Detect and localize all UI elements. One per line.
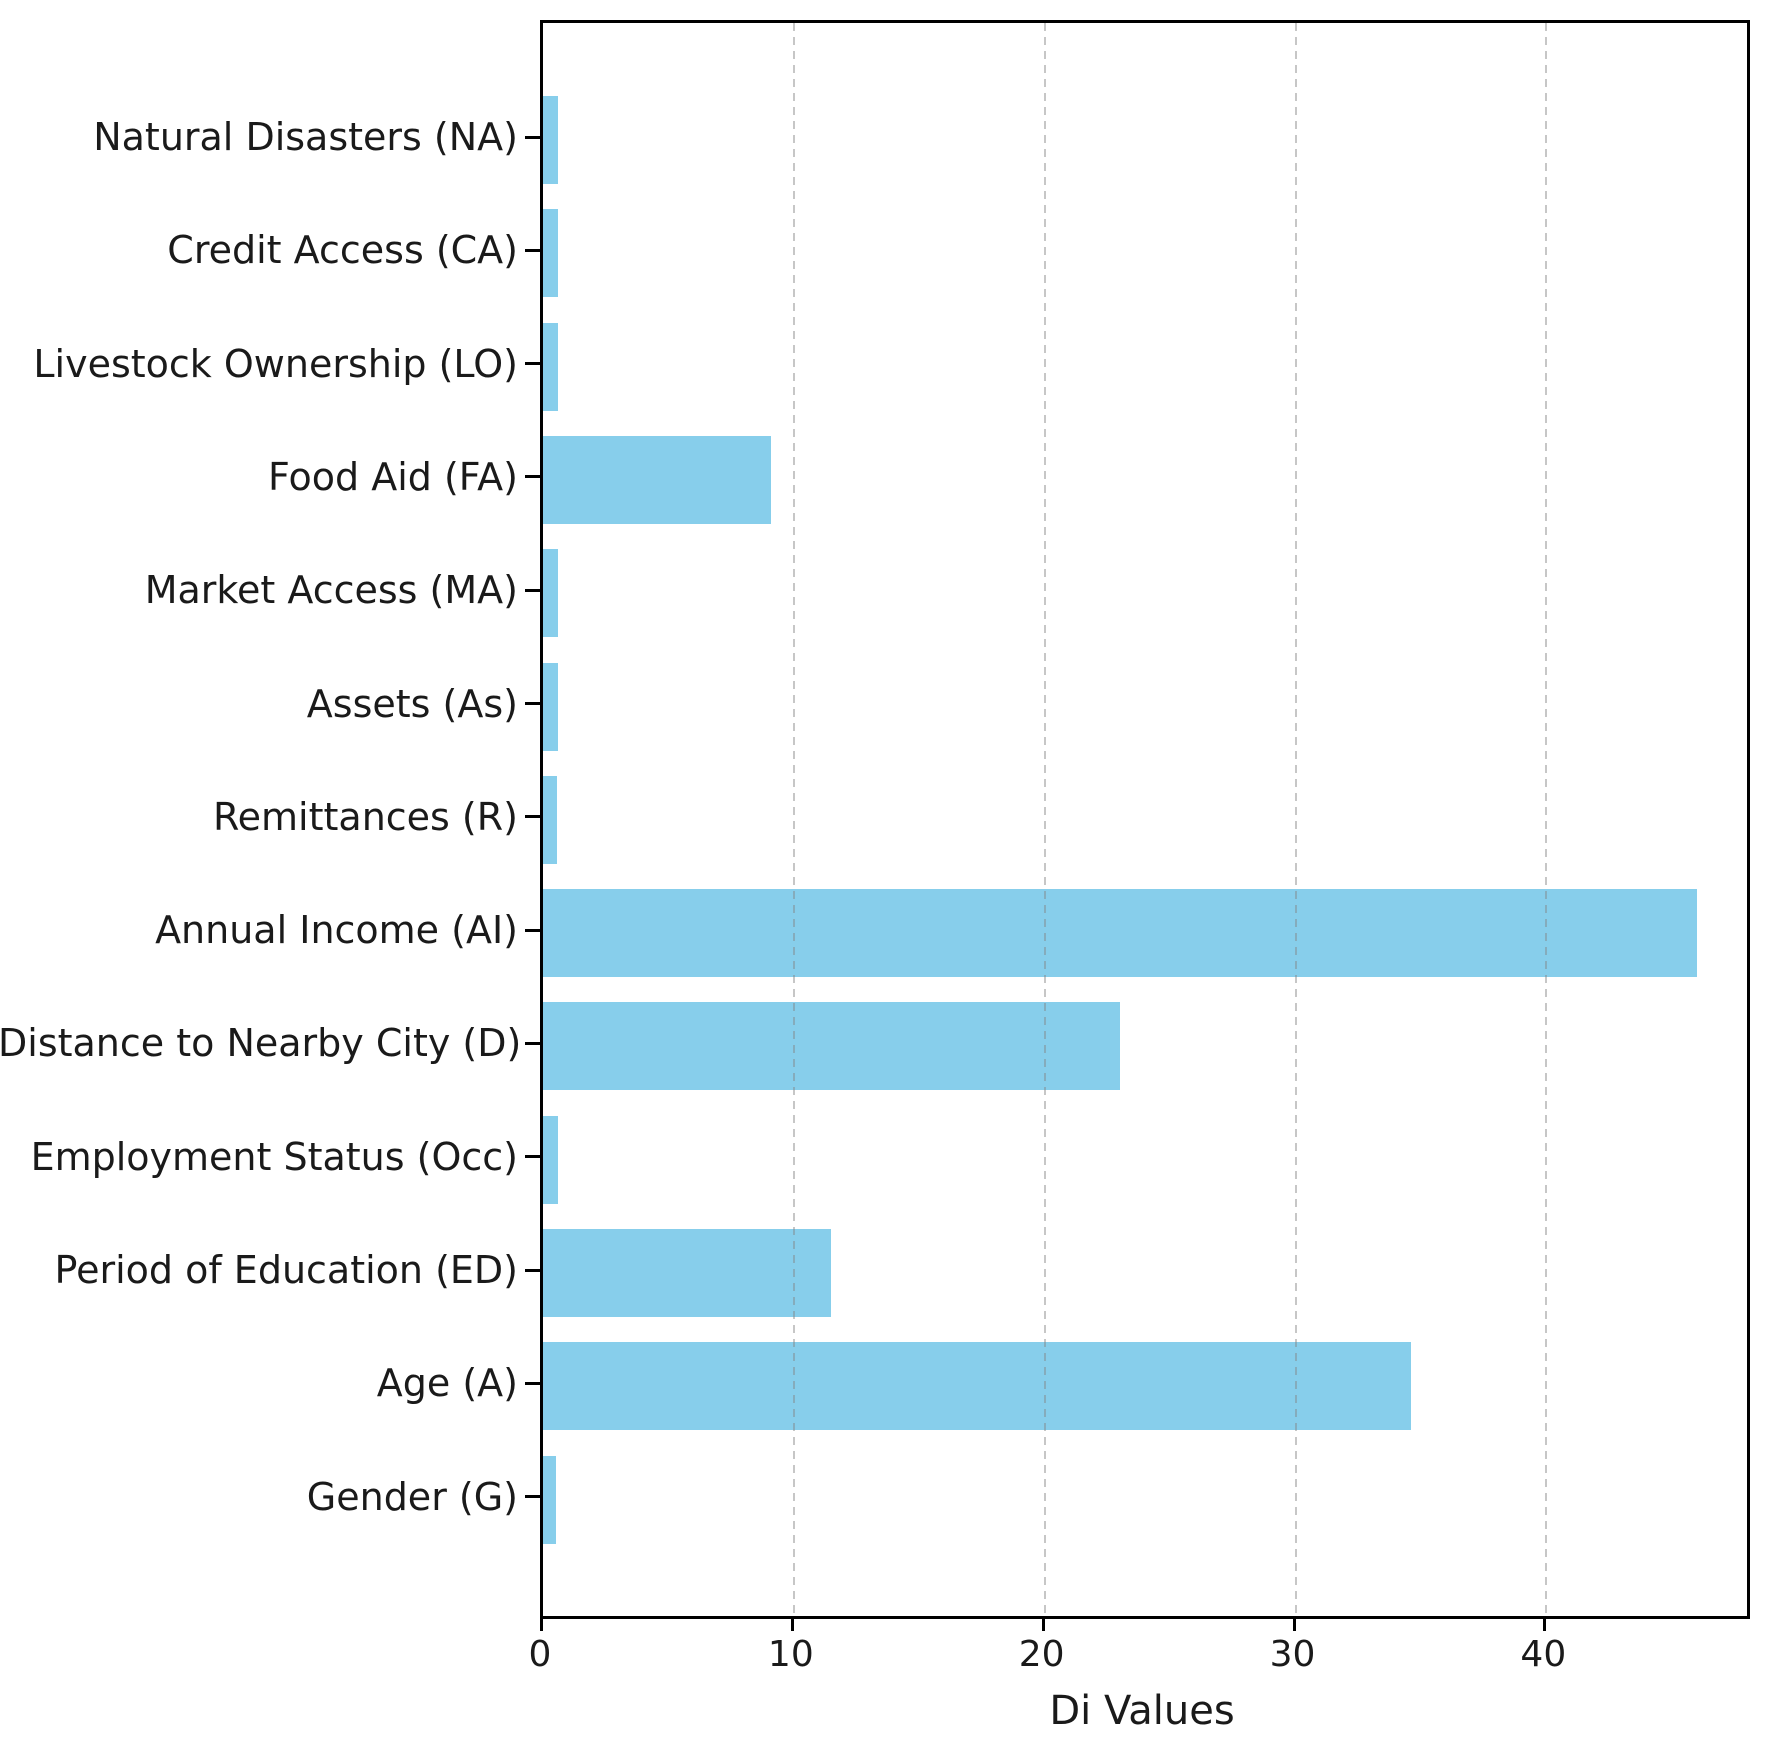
y-tick-label-assets-as: Assets (As) [306, 681, 518, 726]
y-tick-mark-livestock-ownership-lo [525, 362, 540, 366]
y-tick-mark-market-access-ma [525, 588, 540, 592]
bar-employment-status-occ [543, 1115, 559, 1204]
bar-natural-disasters-na [543, 96, 559, 184]
y-tick-label-age-a: Age (A) [376, 1361, 518, 1406]
plot-area [540, 20, 1750, 1619]
y-tick-mark-assets-as [525, 702, 540, 705]
bar-annual-income-ai [543, 889, 1697, 978]
x-tick-mark-0 [540, 1616, 543, 1631]
x-tick-label-20: 20 [1018, 1634, 1065, 1675]
bar-remittances-r [543, 775, 557, 864]
bar-food-aid-fa [543, 435, 772, 524]
y-tick-label-gender-g: Gender (G) [306, 1474, 518, 1519]
x-tick-mark-30 [1292, 1616, 1296, 1631]
y-tick-label-food-aid-fa: Food Aid (FA) [268, 454, 518, 499]
y-tick-label-livestock-ownership-lo: Livestock Ownership (LO) [33, 341, 518, 386]
bars-layer [543, 23, 1747, 1616]
x-tick-label-40: 40 [1520, 1634, 1567, 1675]
y-tick-mark-employment-status-occ [525, 1155, 540, 1159]
bar-gender-g [543, 1455, 556, 1544]
bar-age-a [543, 1342, 1411, 1431]
y-tick-mark-age-a [525, 1381, 540, 1385]
x-tick-label-30: 30 [1269, 1634, 1316, 1675]
gridline-10 [792, 23, 795, 1616]
y-tick-label-market-access-ma: Market Access (MA) [144, 568, 518, 613]
bar-livestock-ownership-lo [543, 322, 559, 411]
y-tick-mark-period-of-education-ed [525, 1268, 540, 1272]
y-tick-mark-remittances-r [525, 815, 540, 819]
bar-assets-as [543, 662, 559, 751]
x-tick-mark-40 [1543, 1616, 1547, 1631]
y-tick-label-credit-access-ca: Credit Access (CA) [167, 228, 518, 273]
x-axis-title: Di Values [1049, 1688, 1235, 1734]
bar-market-access-ma [543, 549, 559, 638]
bar-distance-to-nearby-city-d [543, 1002, 1120, 1091]
gridline-30 [1294, 23, 1297, 1616]
y-tick-mark-credit-access-ca [525, 248, 540, 252]
x-tick-mark-10 [790, 1616, 794, 1631]
y-tick-label-remittances-r: Remittances (R) [212, 794, 518, 839]
x-tick-mark-20 [1041, 1616, 1045, 1631]
grid-layer [543, 23, 1747, 1616]
y-tick-mark-annual-income-ai [525, 928, 540, 932]
y-tick-mark-distance-to-nearby-city-d [525, 1041, 540, 1045]
y-tick-label-annual-income-ai: Annual Income (AI) [155, 908, 518, 953]
gridline-20 [1043, 23, 1046, 1616]
y-tick-mark-natural-disasters-na [525, 135, 540, 139]
gridline-40 [1545, 23, 1548, 1616]
y-tick-mark-food-aid-fa [525, 475, 540, 479]
y-tick-label-natural-disasters-na: Natural Disasters (NA) [93, 115, 518, 159]
bar-period-of-education-ed [543, 1229, 832, 1317]
y-tick-label-distance-to-nearby-city-d: Distance to Nearby City (D) [0, 1021, 522, 1066]
x-tick-label-10: 10 [767, 1634, 814, 1675]
bar-credit-access-ca [543, 209, 559, 298]
y-tick-label-period-of-education-ed: Period of Education (ED) [54, 1248, 518, 1292]
y-tick-mark-gender-g [525, 1495, 540, 1499]
x-tick-label-0: 0 [528, 1634, 552, 1675]
y-tick-label-employment-status-occ: Employment Status (Occ) [30, 1134, 518, 1179]
